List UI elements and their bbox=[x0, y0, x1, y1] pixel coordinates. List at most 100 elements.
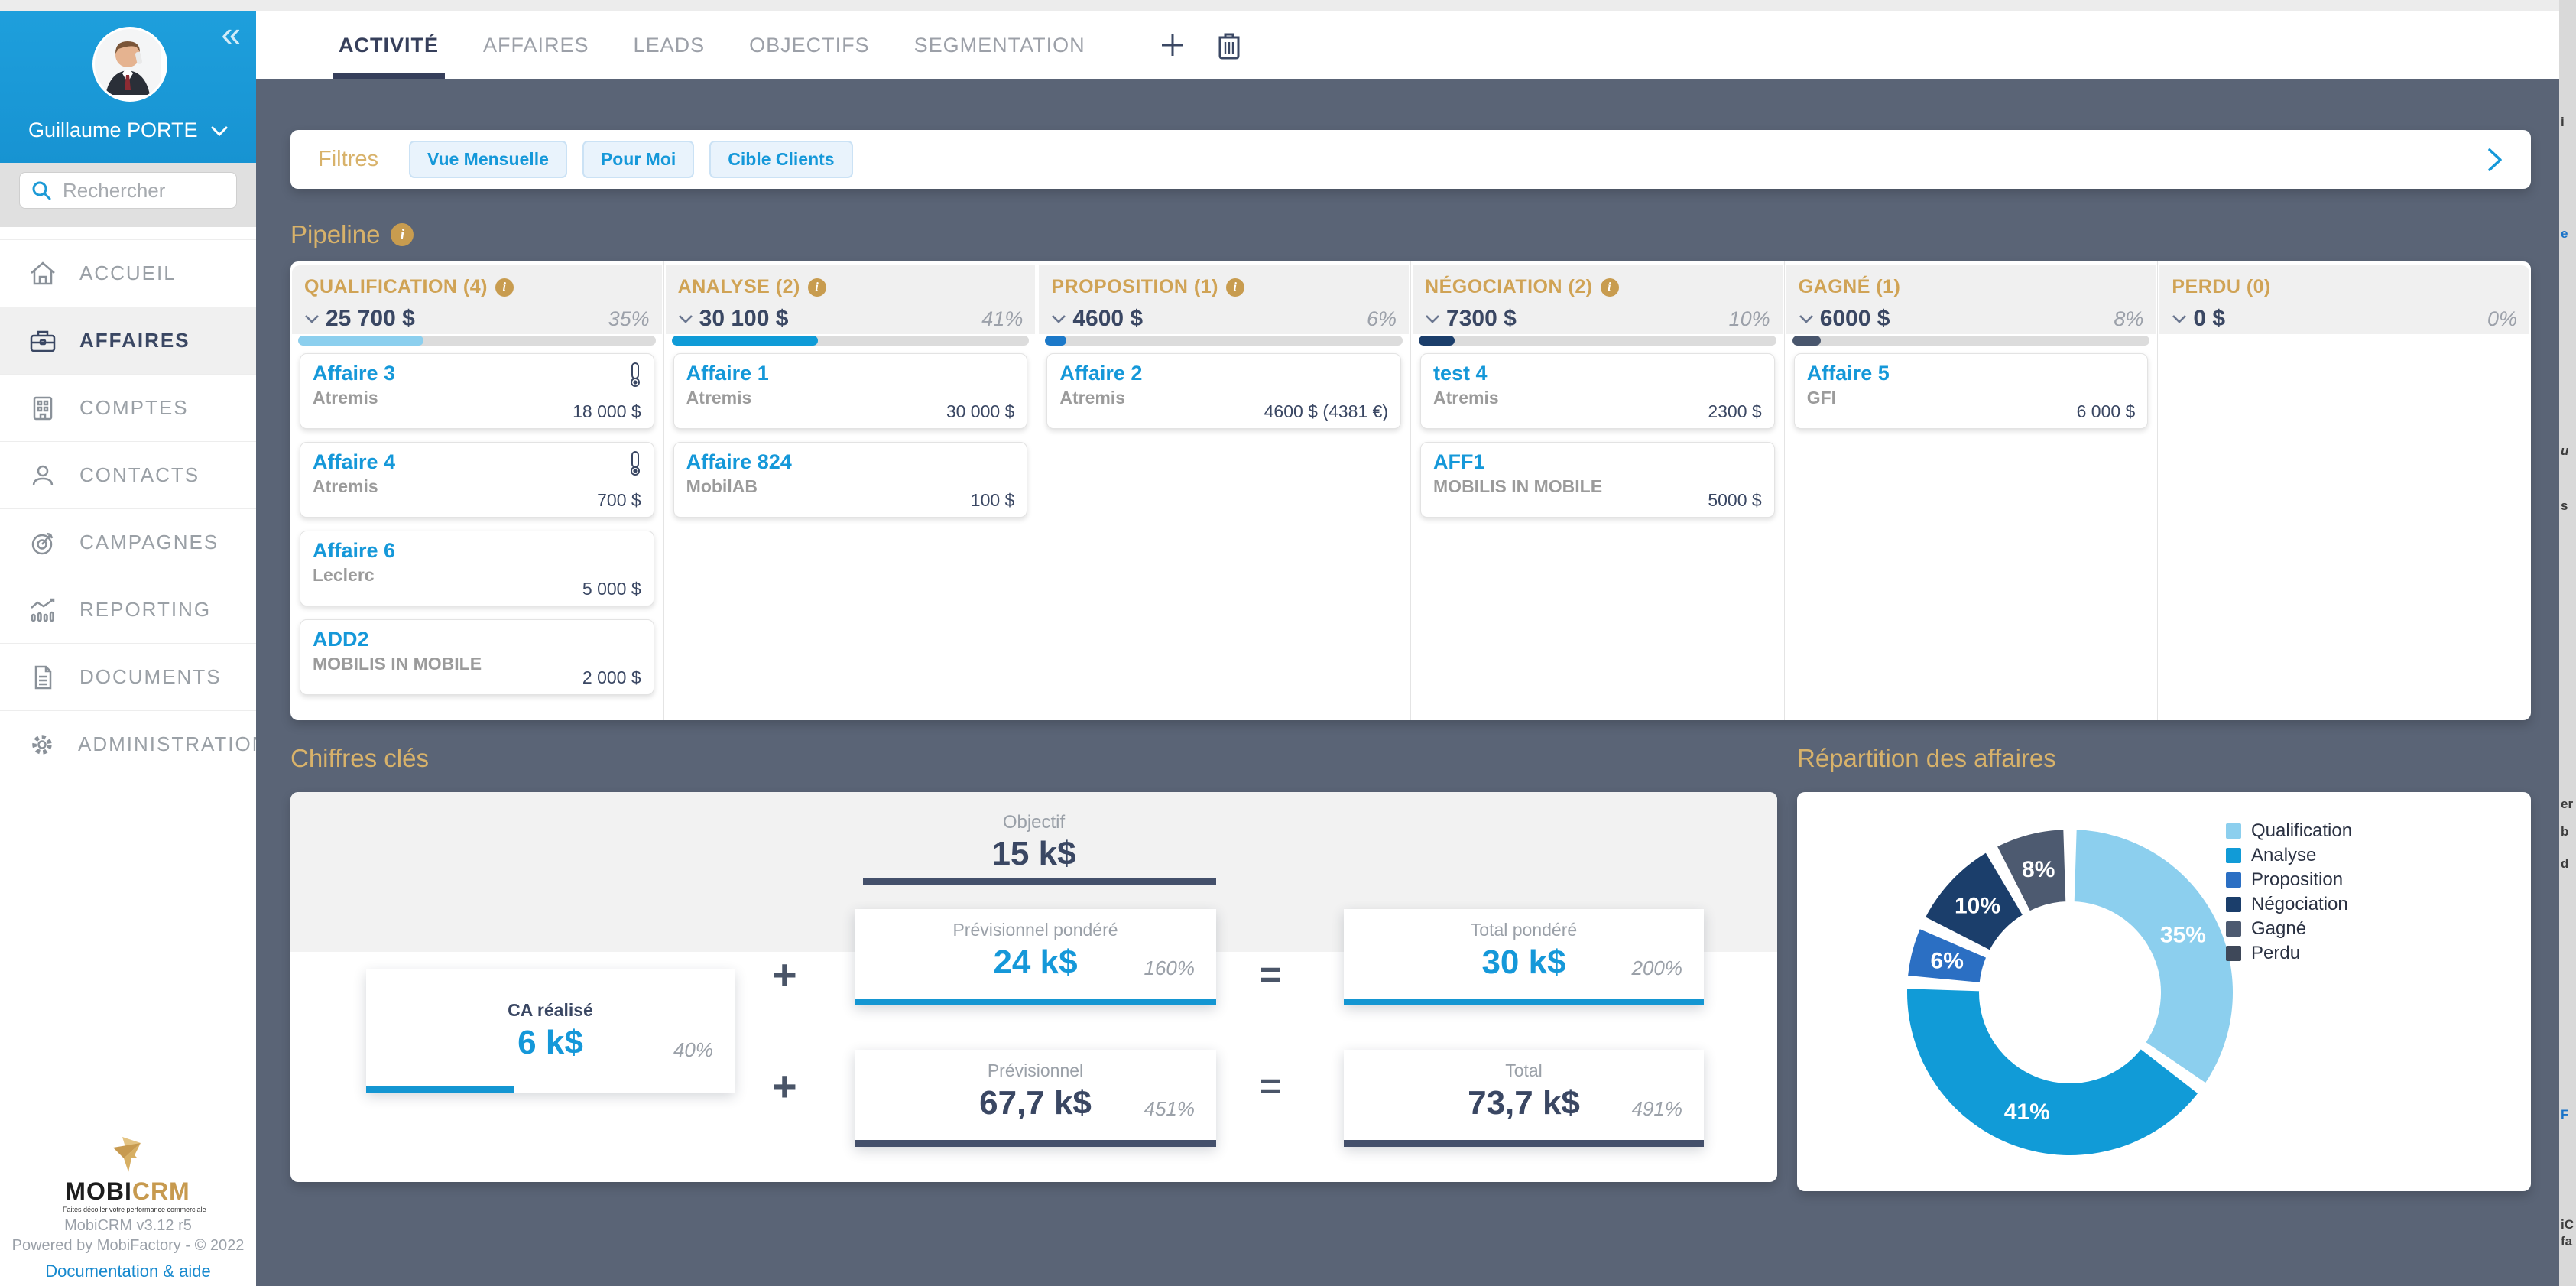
deal-title-link[interactable]: AFF1 bbox=[1433, 450, 1485, 473]
sidebar: « Guillaume PORTE bbox=[0, 11, 267, 1286]
legend-label: Analyse bbox=[2251, 844, 2317, 865]
total-pondere-label: Total pondéré bbox=[1470, 920, 1578, 940]
deal-title-link[interactable]: Affaire 6 bbox=[313, 539, 396, 562]
filter-chip-pour-moi[interactable]: Pour Moi bbox=[582, 141, 695, 178]
deal-card[interactable]: Affaire 824 MobilAB 100 $ bbox=[673, 442, 1028, 518]
donut-slice[interactable] bbox=[1904, 986, 2201, 1158]
deal-title-link[interactable]: Affaire 1 bbox=[686, 362, 769, 385]
column-header: PERDU (0) 0 $ 0% bbox=[2159, 265, 2530, 334]
sidebar-collapse-icon[interactable]: « bbox=[221, 14, 241, 54]
search-input[interactable] bbox=[61, 177, 225, 203]
info-icon[interactable]: i bbox=[807, 278, 826, 297]
tab-segmentation[interactable]: SEGMENTATION bbox=[913, 34, 1085, 57]
tab-activite[interactable]: ACTIVITÉ bbox=[332, 11, 446, 79]
documentation-link[interactable]: Documentation & aide bbox=[45, 1262, 211, 1281]
deal-account: Atremis bbox=[686, 388, 752, 408]
column-percent: 35% bbox=[608, 307, 650, 330]
tab-objectifs[interactable]: OBJECTIFS bbox=[749, 34, 870, 57]
donut-slice[interactable] bbox=[1994, 826, 2069, 914]
column-title: QUALIFICATION (4) bbox=[304, 276, 488, 297]
donut-slice[interactable] bbox=[1904, 925, 1990, 986]
chevron-down-icon[interactable] bbox=[2172, 314, 2187, 324]
legend-swatch bbox=[2226, 847, 2241, 863]
search-box[interactable] bbox=[19, 172, 237, 209]
deal-card[interactable]: Affaire 6 Leclerc 5 000 $ bbox=[300, 531, 654, 606]
pipeline-section-title: Pipeline i bbox=[290, 220, 414, 249]
deal-card[interactable]: test 4 Atremis 2300 $ bbox=[1420, 353, 1775, 429]
chevron-down-icon[interactable] bbox=[1799, 314, 1814, 324]
pipeline-column-gagne: GAGNÉ (1) 6000 $ 8% Affaire 5 GFI 6 000 … bbox=[1785, 261, 2159, 720]
deal-account: Atremis bbox=[1433, 388, 1499, 408]
objective-underline bbox=[863, 878, 1216, 885]
deal-title-link[interactable]: Affaire 5 bbox=[1806, 362, 1890, 385]
sidebar-item-administration[interactable]: ADMINISTRATION bbox=[0, 710, 267, 778]
delete-tab-button[interactable] bbox=[1215, 30, 1243, 60]
total-pondere-underline bbox=[1344, 999, 1704, 1005]
deal-title-link[interactable]: Affaire 3 bbox=[313, 362, 396, 385]
sidebar-item-comptes[interactable]: COMPTES bbox=[0, 374, 256, 441]
ca-realise-box: CA réalisé 6 k$ 40% bbox=[366, 969, 735, 1093]
sidebar-item-reporting[interactable]: REPORTING bbox=[0, 576, 256, 643]
avatar[interactable] bbox=[92, 27, 167, 102]
donut-slice[interactable] bbox=[2071, 826, 2236, 1086]
filters-expand-button[interactable] bbox=[2487, 147, 2503, 173]
equals-operator: = bbox=[1260, 955, 1282, 995]
previsionnel-percent: 451% bbox=[1144, 1097, 1196, 1120]
info-icon[interactable]: i bbox=[495, 278, 514, 297]
deal-account: MobilAB bbox=[686, 476, 758, 496]
sidebar-item-affaires[interactable]: AFFAIRES bbox=[0, 307, 256, 374]
tab-leads[interactable]: LEADS bbox=[633, 34, 706, 57]
info-icon[interactable]: i bbox=[1225, 278, 1244, 297]
chevron-down-icon[interactable] bbox=[1425, 314, 1440, 324]
deal-card[interactable]: Affaire 5 GFI 6 000 $ bbox=[1793, 353, 2149, 429]
column-header: NÉGOCIATION (2) i 7300 $ 10% bbox=[1413, 265, 1783, 334]
legend-label: Négociation bbox=[2251, 893, 2348, 914]
sidebar-item-campagnes[interactable]: CAMPAGNES bbox=[0, 508, 256, 576]
pipeline-column-analyse: ANALYSE (2) i 30 100 $ 41% Affaire 1 Atre… bbox=[664, 261, 1038, 720]
clipped-text-fragment: i bbox=[2561, 115, 2565, 129]
column-amount: 25 700 $ bbox=[326, 306, 415, 331]
legend-label: Qualification bbox=[2251, 820, 2353, 841]
chevron-down-icon[interactable] bbox=[678, 314, 693, 324]
sidebar-item-documents[interactable]: DOCUMENTS bbox=[0, 643, 256, 710]
sidebar-item-contacts[interactable]: CONTACTS bbox=[0, 441, 256, 508]
pipeline-board: QUALIFICATION (4) i 25 700 $ 35% Affaire … bbox=[290, 261, 2531, 720]
add-tab-button[interactable] bbox=[1157, 30, 1188, 60]
legend-swatch bbox=[2226, 921, 2241, 937]
deal-card[interactable]: Affaire 2 Atremis 4600 $ (4381 €) bbox=[1046, 353, 1402, 429]
legend-item: Analyse bbox=[2226, 844, 2352, 865]
chevron-down-icon[interactable] bbox=[304, 314, 320, 324]
tab-affaires[interactable]: AFFAIRES bbox=[483, 34, 589, 57]
deal-card[interactable]: Affaire 4 Atremis 700 $ bbox=[300, 442, 654, 518]
deal-title-link[interactable]: test 4 bbox=[1433, 362, 1488, 385]
previsionnel-box: Prévisionnel 67,7 k$ 451% bbox=[855, 1050, 1216, 1147]
clipped-text-fragment: b bbox=[2561, 824, 2569, 839]
deal-title-link[interactable]: Affaire 4 bbox=[313, 450, 396, 473]
user-menu[interactable]: Guillaume PORTE bbox=[0, 119, 256, 142]
deal-title-link[interactable]: Affaire 824 bbox=[686, 450, 792, 473]
chart-legend: Qualification Analyse Proposition Négoci… bbox=[2226, 820, 2353, 969]
target-icon bbox=[28, 529, 58, 557]
sidebar-item-accueil[interactable]: ACCUEIL bbox=[0, 239, 256, 307]
donut-slice-label: 6% bbox=[1931, 949, 1964, 974]
donut-slice[interactable] bbox=[1922, 849, 2026, 953]
deal-title-link[interactable]: ADD2 bbox=[313, 628, 369, 651]
deal-card[interactable]: Affaire 3 Atremis 18 000 $ bbox=[300, 353, 654, 429]
filter-chip-vue-mensuelle[interactable]: Vue Mensuelle bbox=[408, 141, 567, 178]
column-progress-track bbox=[1045, 336, 1403, 346]
previsionnel-pondere-underline bbox=[855, 999, 1216, 1005]
sidebar-item-label: CAMPAGNES bbox=[79, 531, 219, 554]
info-icon[interactable]: i bbox=[1600, 278, 1619, 297]
sidebar-item-label: AFFAIRES bbox=[79, 329, 190, 352]
column-amount: 0 $ bbox=[2193, 306, 2226, 331]
previsionnel-value: 67,7 k$ bbox=[979, 1084, 1092, 1122]
filter-chip-cible-clients[interactable]: Cible Clients bbox=[709, 141, 853, 178]
info-icon[interactable]: i bbox=[391, 223, 414, 246]
column-percent: 8% bbox=[2114, 307, 2144, 330]
deal-title-link[interactable]: Affaire 2 bbox=[1059, 362, 1143, 385]
deal-card[interactable]: AFF1 MOBILIS IN MOBILE 5000 $ bbox=[1420, 442, 1775, 518]
thermometer-icon bbox=[628, 362, 643, 391]
chevron-down-icon[interactable] bbox=[1051, 314, 1066, 324]
deal-card[interactable]: ADD2 MOBILIS IN MOBILE 2 000 $ bbox=[300, 619, 654, 695]
deal-card[interactable]: Affaire 1 Atremis 30 000 $ bbox=[673, 353, 1028, 429]
